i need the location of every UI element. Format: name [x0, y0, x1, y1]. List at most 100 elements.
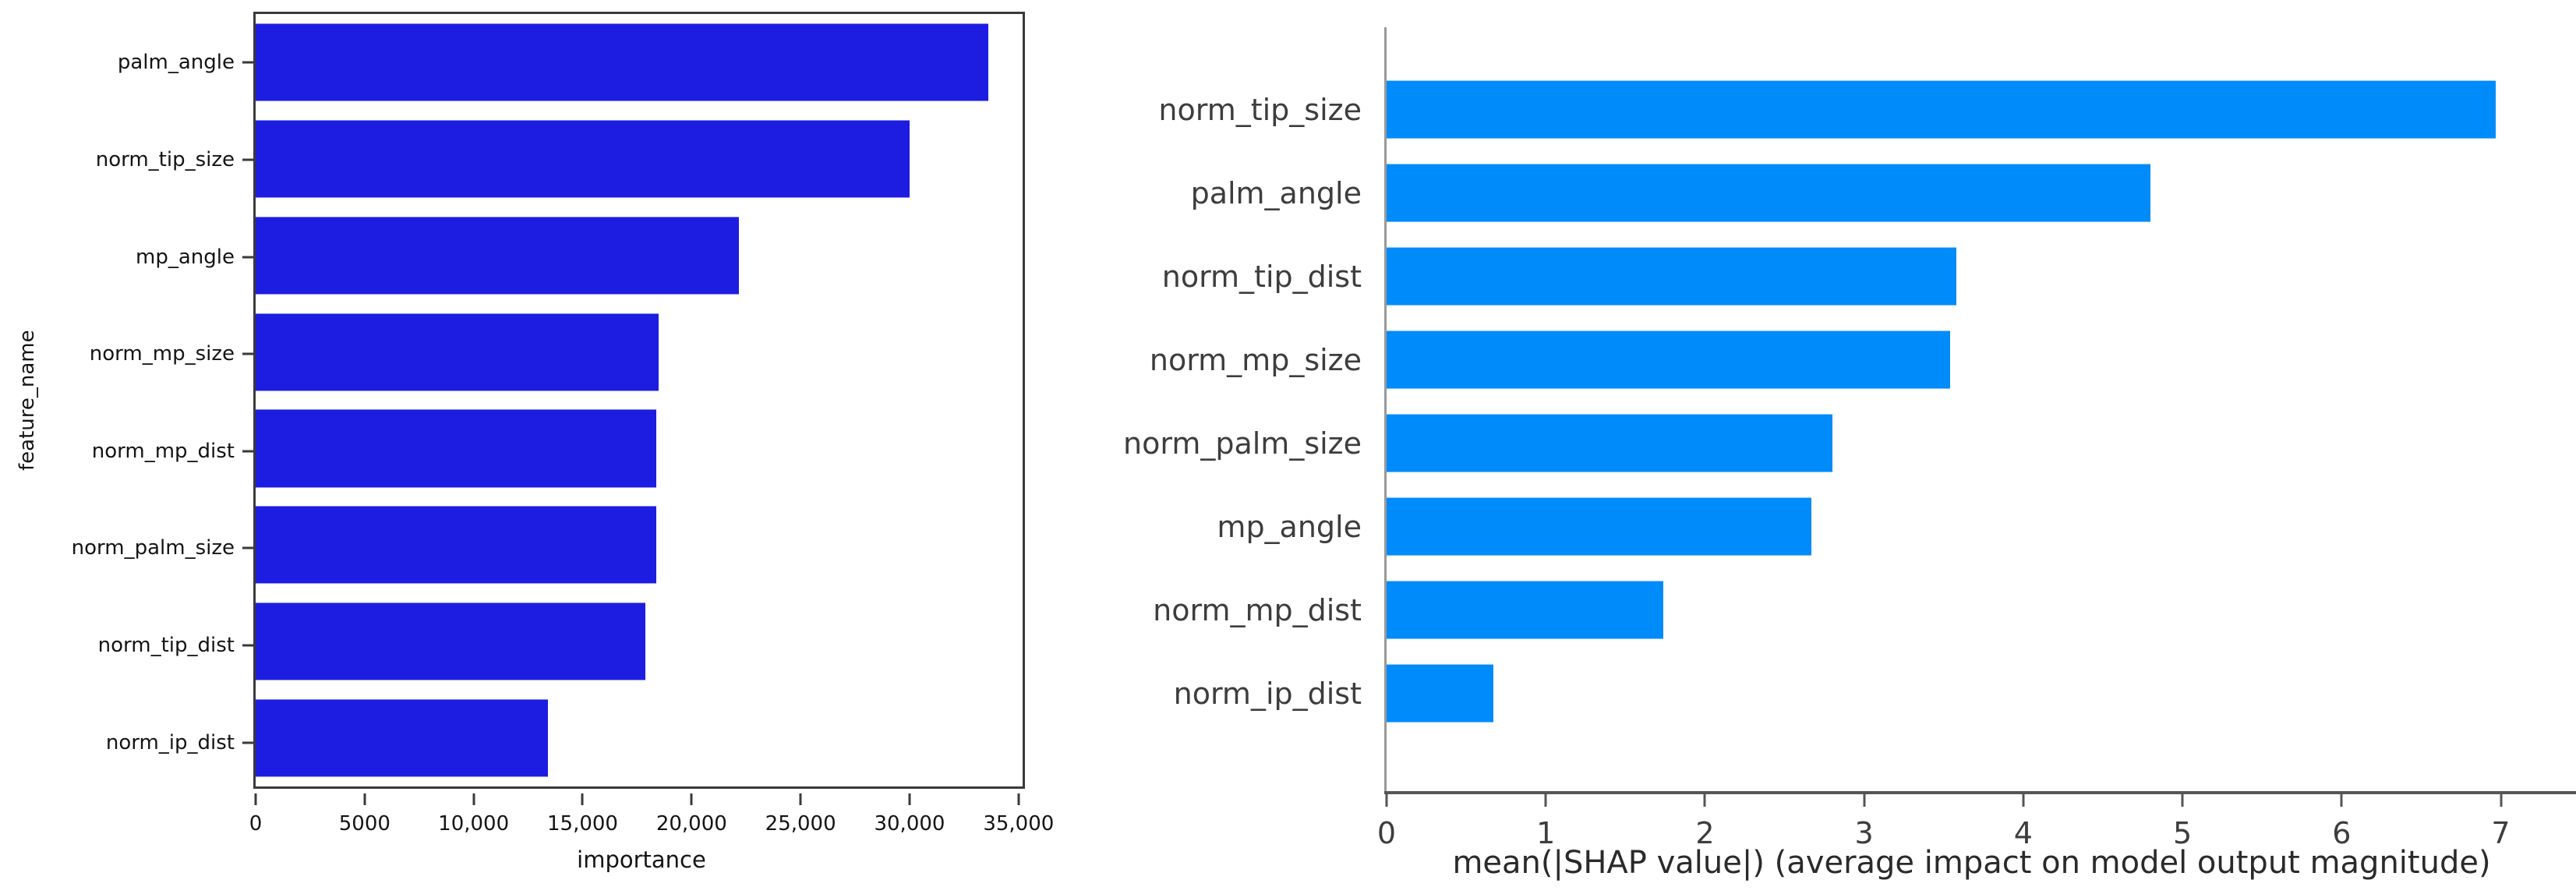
- x-tick-label-6: 6: [2332, 816, 2352, 850]
- bar-row: [1387, 68, 2557, 151]
- y-tick-mark: [242, 450, 253, 453]
- bar-row: [256, 304, 1023, 401]
- y-label-row: norm_mp_dist: [1044, 568, 1362, 652]
- y-tick-label-norm_mp_dist: norm_mp_dist: [91, 439, 235, 463]
- y-tick-mark: [242, 546, 253, 549]
- bar-norm_ip_dist: [1387, 664, 1493, 723]
- x-tick-label-0: 0: [249, 812, 263, 836]
- y-label-row: norm_tip_dist: [62, 597, 253, 694]
- y-label-row: mp_angle: [62, 208, 253, 306]
- y-tick-labels: palm_angle norm_tip_size mp_angle norm_mp_s…: [62, 14, 253, 791]
- y-tick-label-norm_palm_size: norm_palm_size: [71, 536, 235, 560]
- y-tick-mark: [242, 352, 253, 355]
- bar-norm_mp_size: [256, 313, 659, 391]
- x-tick-label-20,000: 20,000: [655, 812, 727, 836]
- bar-norm_palm_size: [1387, 414, 1832, 472]
- y-tick-mark: [242, 158, 253, 161]
- bar-norm_palm_size: [256, 506, 657, 584]
- y-tick-label-norm_tip_size: norm_tip_size: [1158, 92, 1362, 127]
- bar-mp_angle: [1387, 497, 1812, 556]
- bar-row: [1387, 652, 2557, 735]
- y-label-row: norm_ip_dist: [62, 694, 253, 791]
- y-tick-label-norm_tip_dist: norm_tip_dist: [1161, 259, 1362, 294]
- x-tick-mark-0: [254, 793, 257, 805]
- y-label-row: norm_tip_dist: [1044, 235, 1362, 318]
- x-tick-label-5: 5: [2172, 816, 2193, 850]
- bar-palm_angle: [256, 23, 988, 101]
- bar-norm_mp_dist: [1387, 581, 1664, 639]
- bar-row: [1387, 235, 2557, 318]
- y-tick-mark: [242, 741, 253, 744]
- x-tick-label-1: 1: [1536, 816, 1556, 850]
- x-tick-label-35,000: 35,000: [983, 812, 1055, 836]
- x-tick-label-15,000: 15,000: [546, 812, 618, 836]
- bar-row: [256, 690, 1023, 786]
- x-tick-mark-7: [2500, 794, 2503, 807]
- x-tick-mark-25,000: [799, 793, 802, 805]
- y-tick-label-norm_mp_size: norm_mp_size: [89, 342, 235, 366]
- y-label-row: norm_ip_dist: [1044, 652, 1362, 735]
- bar-norm_tip_size: [256, 120, 910, 198]
- y-tick-label-norm_ip_dist: norm_ip_dist: [105, 730, 235, 754]
- bar-row: [1387, 485, 2557, 568]
- y-tick-mark: [242, 256, 253, 259]
- y-label-row: norm_tip_size: [62, 111, 253, 209]
- y-label-row: norm_palm_size: [62, 500, 253, 597]
- bar-palm_angle: [1387, 164, 2151, 222]
- x-tick-mark-15,000: [581, 793, 584, 805]
- plot-area: [1384, 27, 2557, 793]
- bar-row: [256, 14, 1023, 111]
- x-tick-label-4: 4: [2013, 816, 2033, 850]
- y-tick-label-norm_mp_dist: norm_mp_dist: [1153, 592, 1362, 627]
- plot-area: [253, 12, 1025, 789]
- x-tick-label-10,000: 10,000: [438, 812, 510, 836]
- y-label-row: palm_angle: [62, 14, 253, 111]
- bar-row: [256, 401, 1023, 497]
- x-tick-mark-5000: [363, 793, 366, 805]
- y-label-row: norm_mp_size: [62, 306, 253, 403]
- y-tick-label-norm_mp_size: norm_mp_size: [1149, 342, 1362, 377]
- x-axis-line: [1384, 791, 2576, 794]
- bar-norm_mp_dist: [256, 409, 657, 487]
- y-label-row: palm_angle: [1044, 151, 1362, 235]
- x-tick-label-30,000: 30,000: [874, 812, 945, 836]
- bar-norm_tip_dist: [1387, 247, 1957, 306]
- bar-row: [1387, 151, 2557, 235]
- x-axis-title: importance: [577, 846, 706, 873]
- x-tick-mark-30,000: [908, 793, 911, 805]
- y-tick-mark: [242, 61, 253, 64]
- y-tick-label-norm_palm_size: norm_palm_size: [1123, 426, 1362, 461]
- x-tick-label-0: 0: [1376, 816, 1397, 850]
- x-tick-mark-6: [2340, 794, 2343, 807]
- x-tick-label-5000: 5000: [338, 812, 390, 836]
- y-tick-label-mp_angle: mp_angle: [1217, 509, 1362, 544]
- bars-area: [1387, 68, 2557, 735]
- y-tick-label-palm_angle: palm_angle: [117, 51, 235, 75]
- bar-row: [1387, 568, 2557, 652]
- x-tick-mark-0: [1385, 794, 1388, 807]
- bar-norm_mp_size: [1387, 330, 1950, 389]
- x-tick-mark-1: [1544, 794, 1547, 807]
- y-label-row: norm_tip_size: [1044, 68, 1362, 151]
- x-tick-label-3: 3: [1854, 816, 1874, 850]
- y-label-row: norm_mp_dist: [62, 403, 253, 500]
- y-tick-label-norm_tip_dist: norm_tip_dist: [97, 634, 235, 658]
- x-axis-ticks: 0 5000 10,000 15,000 20,000 25,000 30,000 35,00…: [249, 793, 1054, 864]
- y-tick-label-norm_tip_size: norm_tip_size: [95, 147, 235, 171]
- x-tick-mark-35,000: [1017, 793, 1020, 805]
- y-tick-label-palm_angle: palm_angle: [1190, 175, 1362, 210]
- bar-row: [256, 496, 1023, 593]
- bar-row: [1387, 318, 2557, 401]
- x-axis-title: mean(|SHAP value|) (average impact on mo…: [1452, 845, 2491, 881]
- y-tick-label-mp_angle: mp_angle: [136, 245, 235, 269]
- bars-area: [256, 14, 1023, 786]
- x-tick-mark-5: [2181, 794, 2184, 807]
- x-tick-label-25,000: 25,000: [765, 812, 836, 836]
- bar-row: [1387, 401, 2557, 485]
- x-tick-mark-10,000: [472, 793, 475, 805]
- bar-norm_tip_size: [1387, 80, 2496, 139]
